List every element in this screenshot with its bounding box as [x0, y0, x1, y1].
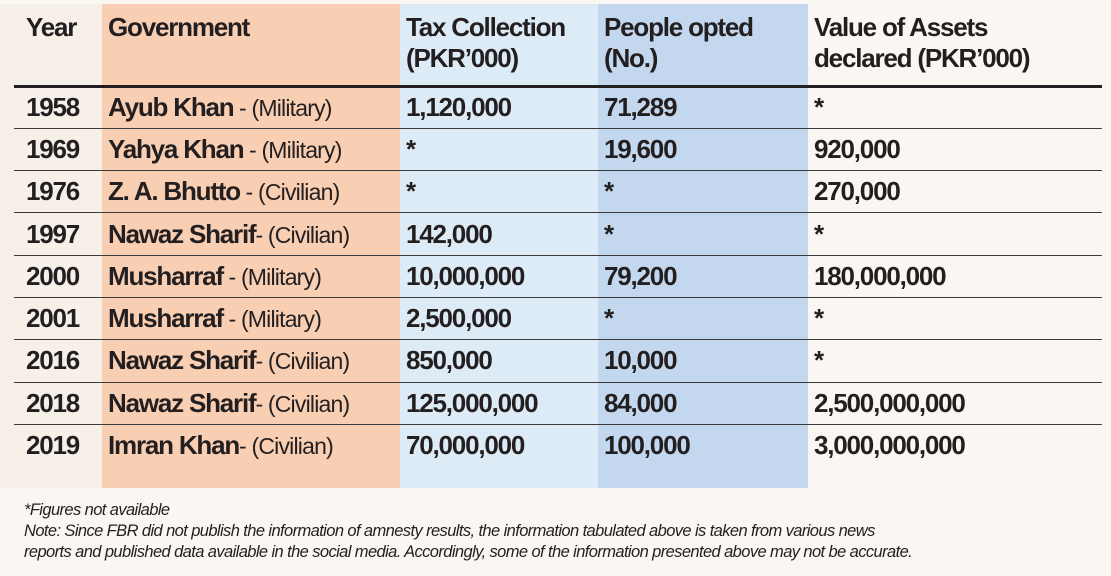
cell-people-opted: *: [598, 170, 808, 214]
notes: *Figures not available Note: Since FBR d…: [24, 500, 913, 563]
government-type: (Military): [240, 306, 322, 333]
cell-people-opted: 84,000: [598, 382, 808, 425]
cell-people-opted: 79,200: [598, 255, 808, 298]
cell-government: Z. A. Bhutto - (Civilian): [102, 170, 400, 214]
cell-tax-collection: 10,000,000: [400, 255, 598, 298]
separator: -: [243, 136, 262, 163]
separator: -: [233, 95, 252, 122]
cell-government: Yahya Khan - (Military): [102, 128, 400, 172]
header-government: Government: [102, 4, 400, 88]
leader-name: Nawaz Sharif: [108, 218, 257, 249]
cell-people-opted: 71,289: [598, 86, 808, 129]
cell-assets-declared: 270,000: [808, 170, 1102, 214]
table-row: 2018 Nawaz Sharif- (Civilian) 125,000,000 8…: [14, 382, 1102, 425]
header-row: Year Government Tax Collection (PKR’000) …: [14, 4, 1102, 88]
cell-year: 2018: [14, 382, 102, 425]
separator: -: [222, 306, 241, 333]
separator: -: [255, 221, 268, 248]
amnesty-table: Year Government Tax Collection (PKR’000) …: [14, 4, 1102, 467]
cell-people-opted: *: [598, 297, 808, 341]
header-assets-declared: Value of Assets declared (PKR’000): [808, 4, 1102, 88]
cell-tax-collection: *: [400, 128, 598, 172]
separator: -: [239, 179, 258, 206]
cell-tax-collection: 142,000: [400, 212, 598, 256]
cell-assets-declared: 180,000,000: [808, 255, 1102, 298]
cell-people-opted: 10,000: [598, 339, 808, 383]
footnote: *Figures not available: [24, 501, 170, 519]
cell-tax-collection: 2,500,000: [400, 297, 598, 341]
cell-year: 2000: [14, 255, 102, 298]
cell-assets-declared: 920,000: [808, 128, 1102, 172]
separator: -: [239, 433, 252, 460]
table-row: 1958 Ayub Khan - (Military) 1,120,000 71,28…: [14, 86, 1102, 129]
leader-name: Musharraf: [108, 303, 224, 334]
government-type: (Civilian): [267, 348, 350, 375]
government-type: (Civilian): [257, 179, 340, 206]
cell-people-opted: *: [598, 212, 808, 256]
table-row: 1969 Yahya Khan - (Military) * 19,600 920,00…: [14, 128, 1102, 172]
separator: -: [255, 348, 268, 375]
leader-name: Nawaz Sharif: [108, 387, 257, 418]
table-row: 1997 Nawaz Sharif- (Civilian) 142,000 * *: [14, 212, 1102, 256]
cell-year: 2001: [14, 297, 102, 341]
leader-name: Yahya Khan: [108, 133, 245, 164]
separator: -: [255, 390, 268, 417]
cell-assets-declared: 2,500,000,000: [808, 382, 1102, 425]
cell-year: 2016: [14, 339, 102, 383]
cell-government: Musharraf - (Military): [102, 297, 400, 341]
cell-tax-collection: 70,000,000: [406, 430, 525, 461]
government-type: (Civilian): [267, 390, 350, 417]
header-year: Year: [14, 4, 102, 88]
government-type: (Military): [251, 95, 333, 122]
separator: -: [222, 263, 241, 290]
cell-tax-collection: 1,120,000: [400, 86, 598, 129]
cell-people-opted: 19,600: [598, 128, 808, 172]
cell-year: 1997: [14, 212, 102, 256]
header-people-opted: People opted (No.): [598, 4, 808, 88]
cell-tax-collection: 850,000: [400, 339, 598, 383]
cell-year: 2019: [26, 430, 80, 461]
note-line-1: Note: Since FBR did not publish the info…: [24, 522, 875, 540]
cell-assets-declared: *: [808, 297, 1102, 341]
cell-government: Imran Khan- (Civilian): [102, 424, 400, 466]
government-type: (Civilian): [251, 433, 333, 460]
leader-name: Z. A. Bhutto: [108, 176, 241, 207]
cell-people-opted: 100,000: [604, 430, 691, 461]
table-row: 2000 Musharraf - (Military) 10,000,000 79,2…: [14, 255, 1102, 298]
cell-government: Nawaz Sharif- (Civilian): [102, 339, 400, 383]
cell-assets-declared: *: [808, 339, 1102, 383]
table-row: 2019 Imran Khan- (Civilian) 70,000,000 100,…: [14, 424, 1102, 466]
leader-name: Imran Khan: [108, 430, 240, 461]
cell-tax-collection: 125,000,000: [400, 382, 598, 425]
cell-government: Ayub Khan - (Military): [102, 86, 400, 129]
header-tax-collection: Tax Collection (PKR’000): [400, 4, 598, 88]
cell-assets-declared: *: [808, 86, 1102, 129]
cell-year: 1976: [14, 170, 102, 214]
leader-name: Musharraf: [108, 260, 224, 291]
government-type: (Military): [240, 263, 322, 290]
cell-assets-declared: *: [808, 212, 1102, 256]
table-row: 2001 Musharraf - (Military) 2,500,000 * *: [14, 297, 1102, 341]
cell-year: 1958: [14, 86, 102, 129]
cell-year: 1969: [14, 128, 102, 172]
cell-government: Nawaz Sharif- (Civilian): [102, 212, 400, 256]
note-line-2: reports and published data available in …: [24, 543, 913, 561]
table-row: 2016 Nawaz Sharif- (Civilian) 850,000 10,00…: [14, 339, 1102, 383]
cell-government: Musharraf - (Military): [102, 255, 400, 298]
cell-assets-declared: 3,000,000,000: [814, 430, 966, 461]
government-type: (Civilian): [267, 221, 350, 248]
table-row: 1976 Z. A. Bhutto - (Civilian) * * 270,000: [14, 170, 1102, 214]
government-type: (Military): [261, 136, 342, 163]
leader-name: Nawaz Sharif: [108, 345, 257, 376]
leader-name: Ayub Khan: [108, 92, 235, 123]
cell-government: Nawaz Sharif- (Civilian): [102, 382, 400, 425]
cell-tax-collection: *: [400, 170, 598, 214]
